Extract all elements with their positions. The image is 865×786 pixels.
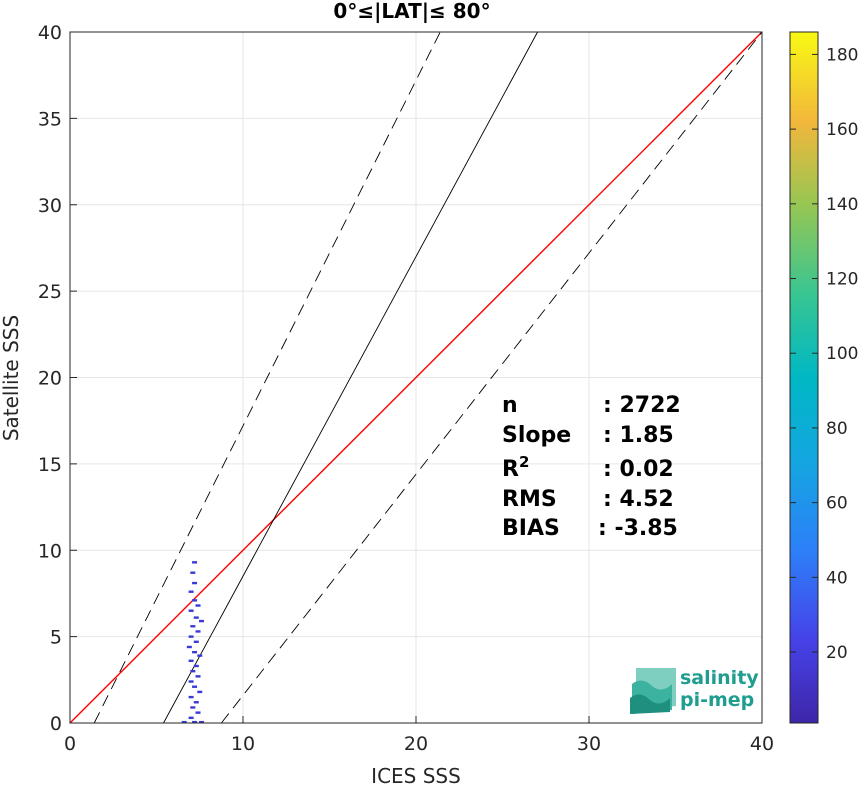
density-points <box>181 561 204 724</box>
data-point <box>192 599 198 602</box>
x-tick-label: 40 <box>750 733 774 755</box>
stat-value: : 1.85 <box>603 423 674 448</box>
data-point <box>195 630 201 633</box>
y-tick-label: 30 <box>38 195 62 217</box>
data-point <box>193 664 199 668</box>
data-point <box>190 706 196 709</box>
data-point <box>188 695 194 699</box>
stat-value: : 4.52 <box>603 487 674 512</box>
data-point <box>195 675 201 678</box>
x-tick-label: 10 <box>231 733 255 755</box>
stat-label: BIAS <box>502 516 560 541</box>
stat-value: : 0.02 <box>603 457 674 482</box>
colorbar-tick-label: 120 <box>826 270 858 290</box>
data-point <box>193 701 199 704</box>
data-point <box>198 720 204 724</box>
y-tick-label: 40 <box>38 22 62 44</box>
data-point <box>188 635 194 638</box>
data-point <box>181 720 187 724</box>
data-point <box>192 720 198 724</box>
colorbar-tick-label: 80 <box>826 419 848 439</box>
stat-label: RMS <box>502 487 557 512</box>
data-point <box>197 654 203 657</box>
data-point <box>193 616 199 619</box>
data-point <box>195 604 201 607</box>
regression-line <box>163 31 538 724</box>
stat-label: R2 <box>502 453 529 482</box>
y-tick-label: 20 <box>38 368 62 390</box>
data-point <box>188 609 194 612</box>
data-point <box>190 625 196 628</box>
colorbar-tick-label: 160 <box>826 120 858 140</box>
colorbar-tick-label: 60 <box>826 494 848 514</box>
colorbar-tick-label: 20 <box>826 643 848 663</box>
y-tick-label: 25 <box>38 281 62 303</box>
y-tick-label: 10 <box>38 540 62 562</box>
bound-upper-line <box>93 31 441 724</box>
colorbar <box>789 31 819 724</box>
reference-lines <box>69 31 763 724</box>
stat-label: Slope <box>502 423 571 448</box>
salinity-logo: salinity pi-mep <box>630 667 759 714</box>
x-tick-label: 20 <box>404 733 428 755</box>
stats-box: n : 2722 Slope : 1.85 R2 : 0.02 RMS : 4.52 BIAS:… <box>502 393 681 541</box>
data-point <box>192 650 198 654</box>
chart-title: 0°≤|LAT|≤ 80° <box>333 0 490 23</box>
identity-line <box>69 31 763 724</box>
data-point <box>197 690 203 694</box>
stat-label: n <box>502 393 518 418</box>
data-point <box>188 716 194 720</box>
colorbar-tick-label: 180 <box>826 45 858 65</box>
data-point <box>190 571 196 574</box>
colorbar-tick-label: 100 <box>826 344 858 364</box>
colorbar-ticks: 20 40 60 80 100 120 140 160 180 <box>790 45 858 663</box>
data-point <box>192 581 198 585</box>
wave-icon <box>630 668 676 714</box>
data-point <box>195 711 201 714</box>
data-point <box>188 680 194 683</box>
y-tick-label: 35 <box>38 108 62 130</box>
bound-lower-line <box>221 31 763 724</box>
colorbar-tick-label: 140 <box>826 195 858 215</box>
x-tick-label: 30 <box>577 733 601 755</box>
data-point <box>188 659 194 663</box>
y-axis-label: Satellite SSS <box>0 315 23 441</box>
stat-value: : 2722 <box>603 393 681 418</box>
data-point <box>193 640 199 644</box>
data-point <box>192 561 198 564</box>
data-point <box>186 645 192 649</box>
axis-ticks: 0 10 20 30 40 0 5 10 15 20 25 30 35 40 <box>38 22 774 755</box>
y-tick-label: 15 <box>38 454 62 476</box>
x-tick-label: 0 <box>64 733 76 755</box>
data-point <box>188 590 194 593</box>
data-point <box>198 619 204 623</box>
y-tick-label: 0 <box>50 713 62 735</box>
stat-value: : -3.85 <box>598 516 678 541</box>
colorbar-tick-label: 40 <box>826 568 848 588</box>
data-point <box>192 685 198 688</box>
data-point <box>190 669 196 673</box>
y-tick-label: 5 <box>50 627 62 649</box>
x-axis-label: ICES SSS <box>371 764 461 786</box>
logo-line1: salinity <box>680 667 759 689</box>
logo-line2: pi-mep <box>680 689 754 711</box>
